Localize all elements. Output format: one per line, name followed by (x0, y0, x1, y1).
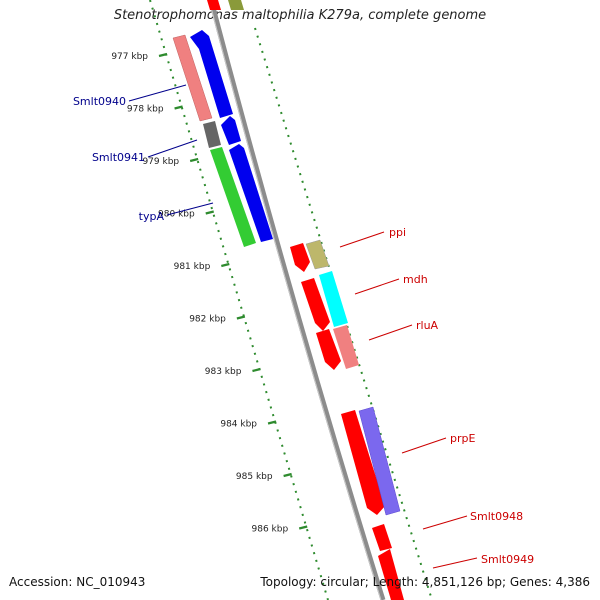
top-red-feature (207, 0, 221, 10)
label-rlua: rluA (416, 319, 439, 332)
accession-text: Accession: NC_010943 (9, 575, 146, 589)
tick-label: 984 kbp (220, 420, 257, 430)
tick-label: 977 kbp (111, 52, 148, 62)
feature-layer (172, 30, 404, 600)
tick-mark (158, 52, 168, 58)
tick-label: 983 kbp (205, 367, 242, 377)
gene-prpe-red (341, 410, 385, 515)
left-dotted-guide (149, 0, 329, 600)
gene-mdh-cyan (319, 271, 348, 327)
tick-mark (298, 525, 308, 530)
genome-backbone-highlight (208, 0, 382, 600)
tick-layer: 977 kbp 978 kbp 979 kbp 980 kbp 981 kbp 982 k… (111, 52, 308, 535)
tick-mark (267, 420, 277, 425)
label-prpe: prpE (450, 432, 475, 445)
tick-label: 979 kbp (142, 157, 179, 167)
tick-label: 985 kbp (236, 472, 273, 482)
label-smlt0941: Smlt0941 (92, 151, 145, 164)
tick-mark (189, 157, 199, 163)
tick-label: 982 kbp (189, 315, 226, 325)
label-typa: typA (139, 210, 165, 223)
top-olive-feature (228, 0, 244, 10)
gene-rlua-salmon (333, 325, 359, 369)
callout-smlt0948 (422, 515, 468, 530)
gene-typa-green (210, 147, 256, 247)
callout-prpe (401, 437, 447, 454)
gene-rlua-red (316, 329, 341, 370)
tick-label: 978 kbp (127, 105, 164, 115)
gene-ppi-red (290, 243, 310, 272)
label-smlt0948: Smlt0948 (470, 510, 523, 523)
map-title: Stenotrophomonas maltophilia K279a, comp… (113, 8, 487, 23)
gene-smlt0940-outer (172, 34, 213, 122)
callout-typa (166, 202, 214, 216)
gene-smlt0949-red (378, 549, 404, 600)
tick-mark (283, 472, 292, 478)
gene-smlt0940-blue (190, 30, 233, 118)
callout-lines (128, 84, 478, 569)
gene-ppi-khaki (305, 239, 330, 270)
callout-mdh (354, 278, 400, 295)
label-smlt0949: Smlt0949 (481, 553, 534, 566)
genome-backbone (208, 0, 386, 600)
tick-mark (236, 315, 246, 320)
gene-typa-blue (229, 144, 273, 242)
gene-smlt0941-gray (203, 121, 221, 148)
gene-prpe-purple (358, 406, 401, 516)
tick-label: 981 kbp (174, 262, 211, 272)
tick-mark (252, 367, 261, 373)
tick-mark (221, 262, 230, 268)
callout-smlt0940 (128, 84, 187, 102)
gene-mdh-red (301, 278, 330, 331)
gene-smlt0948-red (372, 524, 392, 551)
label-smlt0940: Smlt0940 (73, 95, 126, 108)
label-ppi: ppi (389, 226, 406, 239)
tick-label: 986 kbp (252, 525, 289, 535)
callout-rlua (368, 324, 413, 341)
label-mdh: mdh (403, 273, 428, 286)
tick-mark (205, 210, 214, 215)
gene-smlt0941-blue (221, 116, 241, 145)
tick-mark (174, 105, 183, 110)
gene-labels: Smlt0940 Smlt0941 typA ppi mdh rluA prpE… (73, 95, 534, 566)
tick-label: 980 kbp (158, 210, 195, 220)
callout-ppi (339, 231, 385, 248)
callout-smlt0941 (147, 139, 198, 158)
genome-summary-text: Topology: circular; Length: 4,851,126 bp… (260, 575, 590, 589)
callout-smlt0949 (432, 557, 478, 569)
